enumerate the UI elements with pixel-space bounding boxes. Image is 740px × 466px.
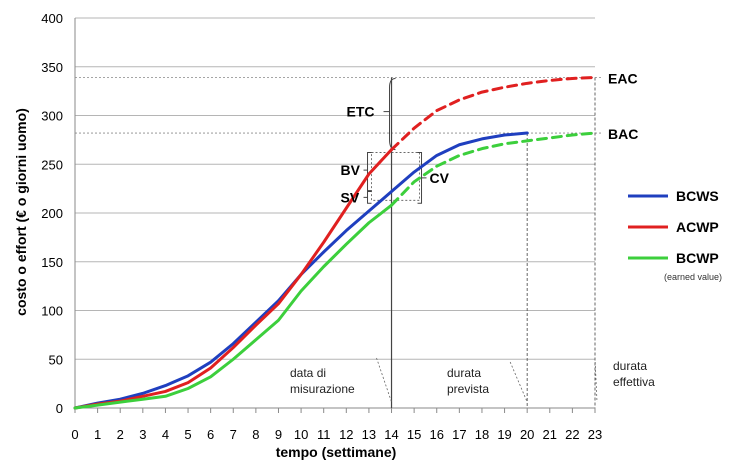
series-line-bcwp bbox=[73, 203, 394, 410]
eac-label: EAC bbox=[608, 70, 638, 86]
bv-label: BV bbox=[341, 162, 361, 178]
x-tick-label-12: 12 bbox=[339, 427, 353, 442]
x-tick-label-5: 5 bbox=[184, 427, 191, 442]
x-tick-label-2: 2 bbox=[117, 427, 124, 442]
actual-duration-label-line-2: effettiva bbox=[613, 375, 655, 389]
legend-sublabel-bcwp: (earned value) bbox=[664, 272, 722, 282]
y-tick-label-400: 400 bbox=[41, 11, 63, 26]
series-lines bbox=[73, 75, 597, 410]
x-tick-label-6: 6 bbox=[207, 427, 214, 442]
planned-duration-label-line-1: durata bbox=[447, 366, 481, 380]
series-line-bcwp-forecast bbox=[390, 131, 597, 207]
y-tick-label-50: 50 bbox=[49, 352, 63, 367]
y-tick-label-200: 200 bbox=[41, 206, 63, 221]
legend-label-bcwp: BCWP bbox=[676, 250, 719, 266]
legend-label-acwp: ACWP bbox=[676, 219, 719, 235]
x-tick-label-22: 22 bbox=[565, 427, 579, 442]
x-tick-label-8: 8 bbox=[252, 427, 259, 442]
actual-duration-label-line-1: durata bbox=[613, 359, 647, 373]
x-tick-label-4: 4 bbox=[162, 427, 169, 442]
x-tick-label-19: 19 bbox=[497, 427, 511, 442]
y-axis-title: costo o effort (€ o giorni uomo) bbox=[13, 108, 29, 316]
annotations: EAC BAC ETC BV SV CV data di misurazione durata p… bbox=[290, 70, 655, 396]
x-tick-label-14: 14 bbox=[384, 427, 398, 442]
variance-brackets bbox=[363, 77, 427, 204]
x-tick-label-13: 13 bbox=[362, 427, 376, 442]
etc-bracket bbox=[389, 77, 396, 151]
measure-date-label-line-2: misurazione bbox=[290, 382, 355, 396]
x-tick-label-9: 9 bbox=[275, 427, 282, 442]
y-tick-label-100: 100 bbox=[41, 304, 63, 319]
cv-label: CV bbox=[430, 170, 450, 186]
sv-brace bbox=[363, 191, 372, 204]
x-tick-label-21: 21 bbox=[543, 427, 557, 442]
legend-label-bcws: BCWS bbox=[676, 188, 719, 204]
x-tick-label-7: 7 bbox=[230, 427, 237, 442]
actual-duration-leader bbox=[594, 357, 598, 403]
variance-dashed-box bbox=[371, 152, 420, 201]
x-tick-label-11: 11 bbox=[317, 427, 331, 442]
x-tick-label-17: 17 bbox=[452, 427, 466, 442]
bv-brace bbox=[363, 152, 372, 192]
x-tick-label-20: 20 bbox=[520, 427, 534, 442]
y-tick-label-150: 150 bbox=[41, 255, 63, 270]
x-tick-label-10: 10 bbox=[294, 427, 308, 442]
measure-date-label-line-1: data di bbox=[290, 366, 326, 380]
grid bbox=[74, 17, 596, 413]
planned-duration-label-line-2: prevista bbox=[447, 382, 489, 396]
y-tick-label-0: 0 bbox=[56, 401, 63, 416]
reference-lines bbox=[75, 77, 603, 408]
series-line-acwp bbox=[73, 148, 394, 410]
x-tick-label-18: 18 bbox=[475, 427, 489, 442]
legend: BCWS ACWP BCWP (earned value) bbox=[628, 188, 722, 282]
series-line-acwp-forecast bbox=[390, 75, 597, 152]
bac-label: BAC bbox=[608, 126, 638, 142]
measure-date-leader bbox=[376, 357, 392, 403]
x-tick-label-16: 16 bbox=[430, 427, 444, 442]
planned-duration-leader bbox=[509, 361, 528, 403]
cv-brace bbox=[417, 152, 427, 204]
x-tick-label-3: 3 bbox=[139, 427, 146, 442]
y-tick-label-350: 350 bbox=[41, 60, 63, 75]
sv-label: SV bbox=[341, 189, 360, 205]
x-tick-label-1: 1 bbox=[94, 427, 101, 442]
x-tick-label-15: 15 bbox=[407, 427, 421, 442]
y-tick-label-300: 300 bbox=[41, 109, 63, 124]
etc-label: ETC bbox=[347, 104, 375, 120]
x-tick-label-0: 0 bbox=[71, 427, 78, 442]
x-tick-label-23: 23 bbox=[588, 427, 602, 442]
x-axis-title: tempo (settimane) bbox=[276, 444, 397, 460]
y-tick-label-250: 250 bbox=[41, 157, 63, 172]
